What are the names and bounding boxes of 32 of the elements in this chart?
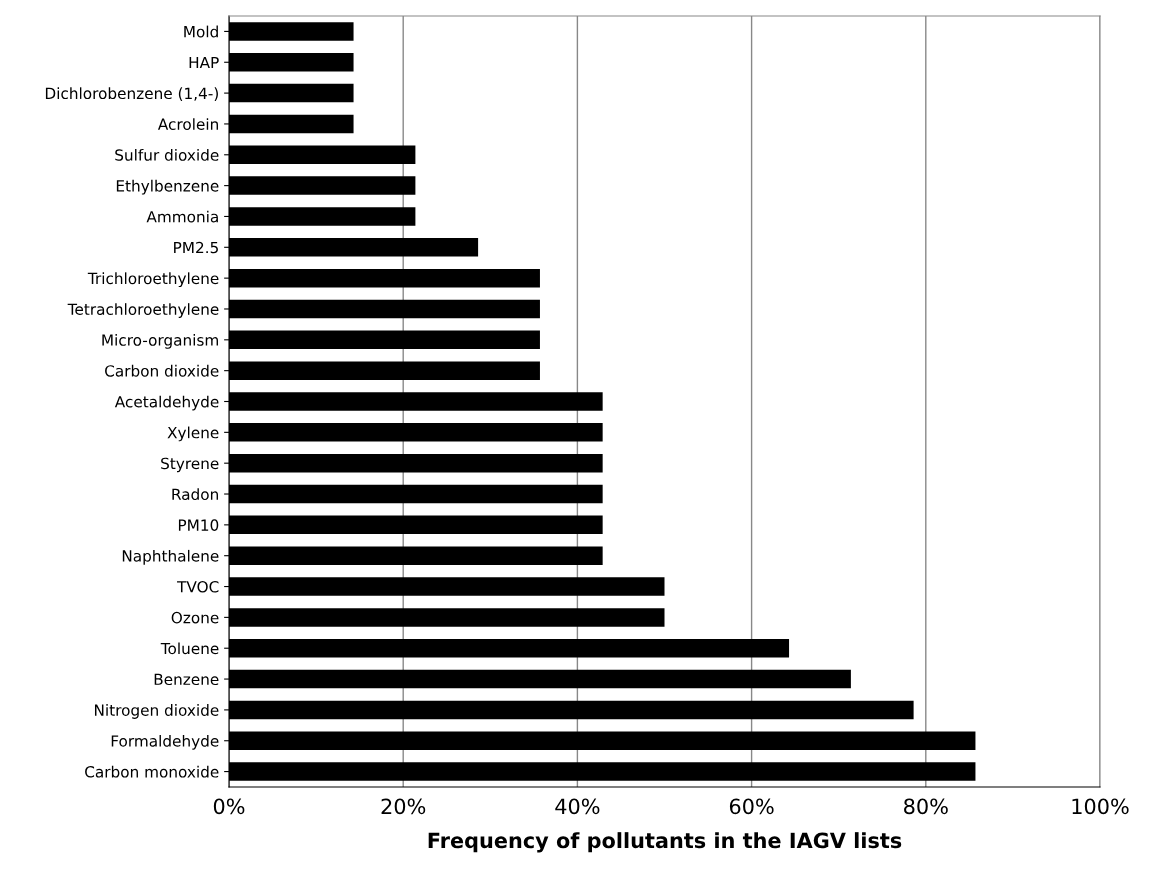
x-tick-label: 20% [381,798,426,815]
x-tick-label: 80% [904,798,948,815]
y-tick-label: Ozone [171,611,219,624]
y-tick-label: Toluene [160,642,219,655]
y-tick-label: Naphthalene [122,549,219,565]
y-tick-label: Trichloroethylene [87,272,219,288]
y-tick-label: Radon [172,488,218,501]
x-tick-label: 100% [1072,798,1129,815]
y-tick-label: Dichlorobenzene (1,4-) [45,87,218,101]
y-tick-label: Carbon dioxide [105,364,219,377]
y-tick-label: Nitrogen dioxide [94,704,219,719]
y-tick-label: Carbon monoxide [85,765,219,778]
y-tick-label: Tetrachloroethylene [67,303,219,318]
y-tick-label: Styrene [161,457,219,473]
x-tick-label: 0% [213,798,245,815]
y-tick-label: PM2.5 [174,241,218,254]
y-tick-label: PM10 [178,519,219,531]
x-tick-label: 60% [729,798,774,815]
y-tick-label: Mold [184,25,218,38]
y-tick-label: Benzene [154,673,219,686]
y-tick-label: Ammonia [146,210,218,223]
y-tick-label: Ethylbenzene [116,179,219,195]
y-tick-label: Formaldehyde [111,734,219,750]
y-tick-label: Micro-organism [102,334,218,349]
y-tick-label: Sulfur dioxide [115,148,219,161]
y-tick-label: Acrolein [157,118,218,130]
x-axis-title: Frequency of pollutants in the IAGV lists [428,832,902,853]
x-tick-label: 40% [555,798,600,815]
y-tick-label: TVOC [177,581,219,593]
y-tick-label: Xylene [167,426,219,442]
y-tick-label: HAP [189,56,219,69]
y-tick-label: Acetaldehyde [114,395,219,411]
